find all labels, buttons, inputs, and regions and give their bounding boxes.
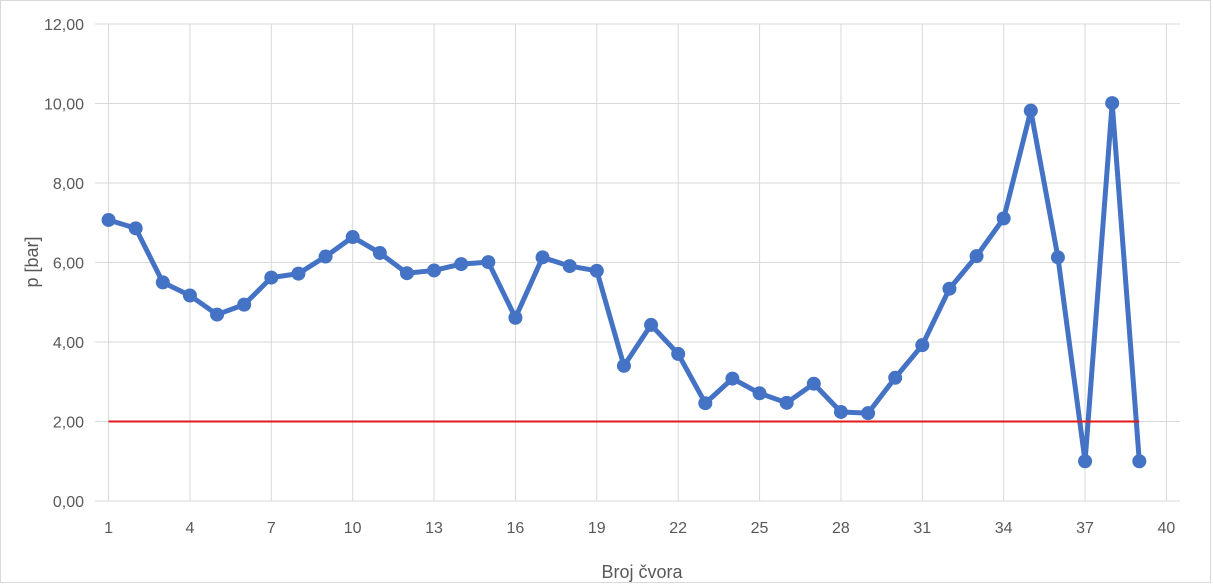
data-point xyxy=(861,406,876,421)
x-tick-label: 10 xyxy=(344,520,362,537)
x-tick-label: 16 xyxy=(507,520,525,537)
x-tick-label: 25 xyxy=(751,520,769,537)
y-tick-label: 10,00 xyxy=(44,97,84,114)
data-point xyxy=(318,249,333,264)
data-point xyxy=(372,245,387,260)
data-point xyxy=(427,263,442,278)
data-point xyxy=(806,376,821,391)
series-group xyxy=(101,96,1147,469)
data-point xyxy=(1078,454,1093,469)
data-point xyxy=(644,317,659,332)
data-point xyxy=(996,211,1011,226)
data-point xyxy=(182,288,197,303)
data-point xyxy=(264,270,279,285)
data-point xyxy=(1132,454,1147,469)
x-tick-label: 28 xyxy=(832,520,850,537)
data-point xyxy=(833,404,848,419)
data-point xyxy=(671,346,686,361)
data-point xyxy=(508,310,523,325)
data-point xyxy=(725,371,740,386)
x-tick-label: 22 xyxy=(669,520,687,537)
x-tick-label: 31 xyxy=(913,520,931,537)
x-tick-label: 1 xyxy=(104,520,113,537)
data-point xyxy=(291,266,306,281)
data-point xyxy=(562,259,577,274)
data-point xyxy=(589,263,604,278)
y-tick-label: 8,00 xyxy=(53,176,84,193)
data-point xyxy=(399,266,414,281)
x-tick-label: 13 xyxy=(425,520,443,537)
data-point xyxy=(210,307,225,322)
data-point xyxy=(888,370,903,385)
data-point xyxy=(1105,96,1120,111)
y-tick-label: 4,00 xyxy=(53,335,84,352)
data-point xyxy=(1050,250,1065,265)
data-point xyxy=(942,281,957,296)
data-point xyxy=(155,275,170,290)
data-point xyxy=(915,338,930,353)
x-tick-label: 40 xyxy=(1158,520,1176,537)
data-point xyxy=(345,230,360,245)
data-point xyxy=(237,297,252,312)
data-point xyxy=(535,250,550,265)
x-tick-label: 19 xyxy=(588,520,606,537)
y-tick-label: 0,00 xyxy=(53,494,84,511)
x-tick-label: 37 xyxy=(1076,520,1094,537)
y-tick-label: 2,00 xyxy=(53,415,84,432)
data-point xyxy=(1023,103,1038,118)
data-point xyxy=(481,255,496,270)
data-point xyxy=(779,395,794,410)
data-point xyxy=(752,386,767,401)
grid-lines xyxy=(95,23,1180,502)
x-axis-ticks: 1 4 7 10 13 16 19 22 25 28 31 34 37 40 xyxy=(104,520,1175,537)
data-point xyxy=(101,212,116,227)
pressure-series-line xyxy=(106,100,1142,464)
data-point xyxy=(616,358,631,373)
x-tick-label: 4 xyxy=(185,520,194,537)
data-point xyxy=(454,257,469,272)
y-tick-label: 6,00 xyxy=(53,256,84,273)
data-point xyxy=(128,221,143,236)
data-point xyxy=(969,249,984,264)
y-axis-title: p [bar] xyxy=(22,236,42,287)
data-point xyxy=(698,396,713,411)
x-tick-label: 34 xyxy=(995,520,1013,537)
x-tick-label: 7 xyxy=(267,520,276,537)
y-tick-label: 12,00 xyxy=(44,17,84,34)
y-axis-ticks: 0,00 2,00 4,00 6,00 8,00 10,00 12,00 xyxy=(44,17,84,511)
x-axis-title: Broj čvora xyxy=(601,562,683,582)
